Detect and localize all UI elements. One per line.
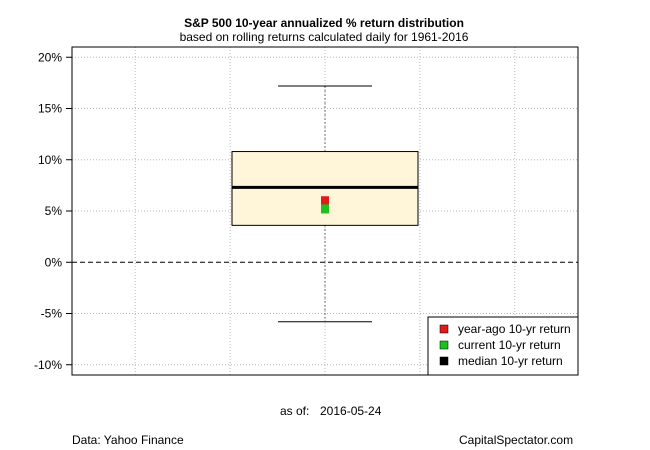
y-axis: -10% -5% 0% 5% 10% 15% 20% xyxy=(34,50,72,372)
as-of-date: 2016-05-24 xyxy=(320,404,382,418)
legend-box xyxy=(427,316,579,376)
box-plot xyxy=(231,85,419,323)
current-return-marker xyxy=(321,204,329,214)
y-tick-label: -5% xyxy=(41,307,63,321)
legend-label: current 10-yr return xyxy=(458,338,561,352)
y-tick-label: 20% xyxy=(38,50,62,64)
y-tick-label: 0% xyxy=(45,255,63,269)
legend: year-ago 10-yr return current 10-yr retur… xyxy=(427,316,579,376)
y-tick-label: 5% xyxy=(45,204,63,218)
plot-frame xyxy=(71,46,579,376)
as-of-label: as of: xyxy=(280,404,309,418)
brand-link[interactable]: CapitalSpectator.com xyxy=(459,433,574,447)
y-tick-label: -10% xyxy=(34,358,62,372)
y-tick-label: 15% xyxy=(38,102,62,116)
legend-swatch xyxy=(439,356,449,366)
chart-title: S&P 500 10-year annualized % return dist… xyxy=(184,16,464,30)
legend-label: median 10-yr return xyxy=(458,354,563,368)
chart-subtitle: based on rolling returns calculated dail… xyxy=(180,30,469,44)
legend-swatch xyxy=(439,324,449,334)
legend-label: year-ago 10-yr return xyxy=(458,322,571,336)
y-tick-label: 10% xyxy=(38,153,62,167)
data-source: Data: Yahoo Finance xyxy=(72,433,184,447)
legend-swatch xyxy=(439,340,449,350)
year-ago-return-marker xyxy=(321,196,329,206)
